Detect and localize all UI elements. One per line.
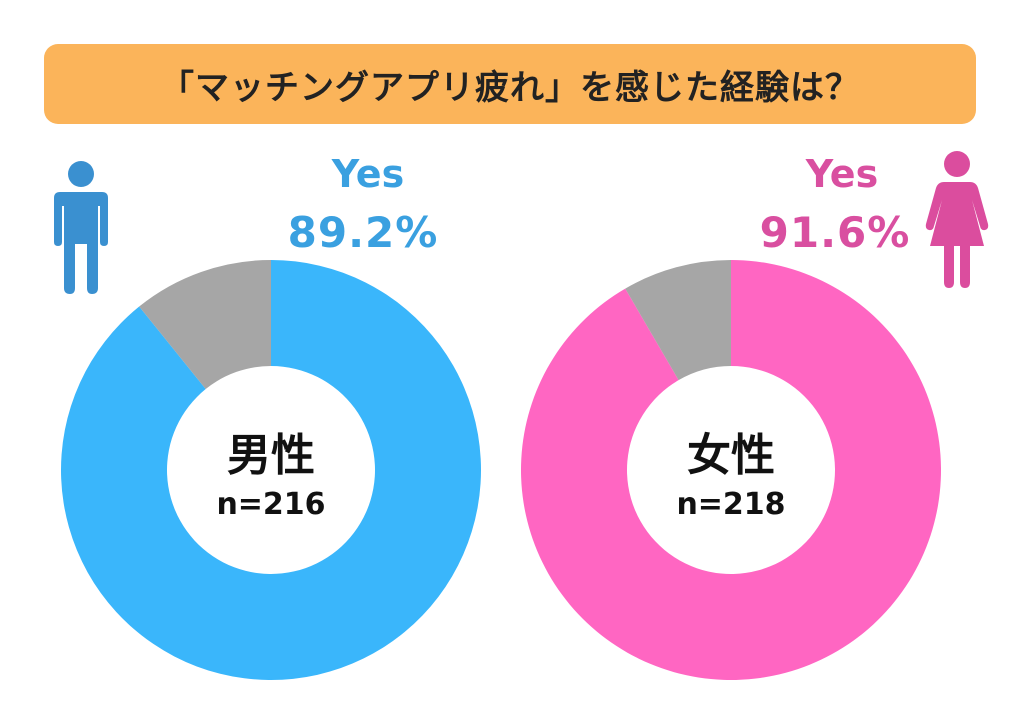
female-person-icon <box>925 151 989 288</box>
chart-title: 「マッチングアプリ疲れ」を感じた経験は？ <box>160 67 860 108</box>
title-banner: 「マッチングアプリ疲れ」を感じた経験は？ <box>44 44 976 124</box>
yes-slice <box>521 260 942 681</box>
male-center-title: 男性 <box>227 430 315 481</box>
female-center-title: 女性 <box>687 430 775 481</box>
yes-slice <box>61 260 482 680</box>
other-slice <box>625 260 731 381</box>
male-sample-size: n=216 <box>216 487 325 522</box>
female-sample-size: n=218 <box>676 487 785 522</box>
male-yes-label: Yes <box>331 152 405 196</box>
other-slice <box>139 260 271 390</box>
female-yes-percent: 91.6% <box>759 208 911 257</box>
female-yes-label: Yes <box>805 152 879 196</box>
male-person-icon <box>54 161 108 294</box>
male-yes-percent: 89.2% <box>287 208 439 257</box>
